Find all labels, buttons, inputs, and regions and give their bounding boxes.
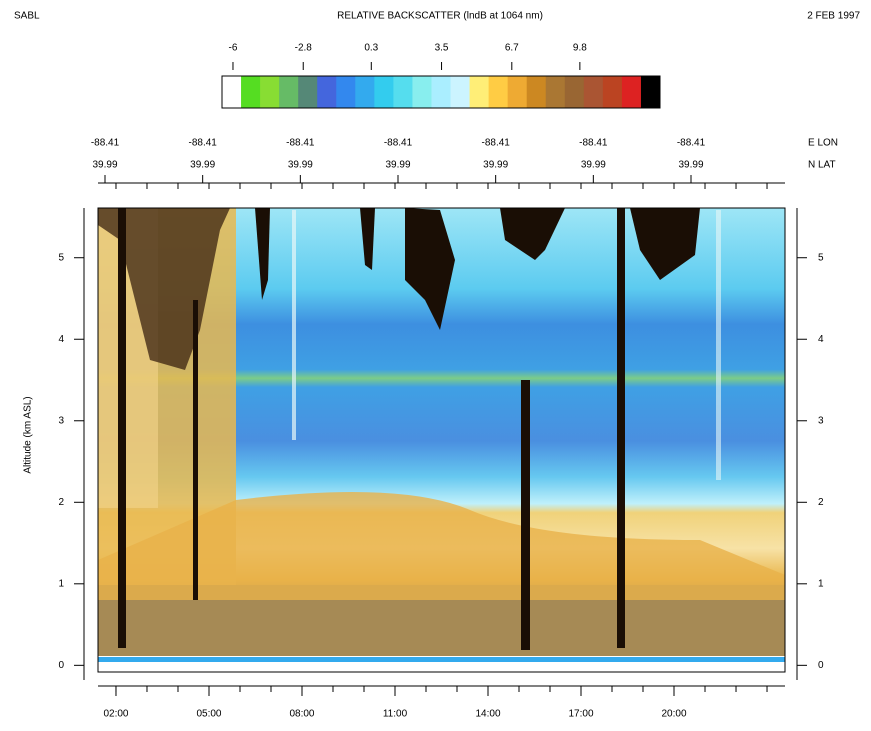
lat-label: 39.99 xyxy=(581,160,606,171)
colorbar-cell xyxy=(583,76,604,108)
lat-label: 39.99 xyxy=(92,160,117,171)
lon-label: -88.41 xyxy=(286,138,315,149)
colorbar-cell xyxy=(336,76,356,108)
x-tick-label: 14:00 xyxy=(475,709,500,720)
colorbar-cell xyxy=(450,76,471,108)
colorbar-cell xyxy=(412,76,432,108)
x-tick-label: 17:00 xyxy=(568,709,593,720)
colorbar-cell xyxy=(298,76,318,108)
y-tick-label: 5 xyxy=(58,252,64,263)
colorbar-cell xyxy=(241,76,261,108)
colorbar-cell xyxy=(621,76,642,108)
x-tick-label: 05:00 xyxy=(196,709,221,720)
colorbar-tick-label: 9.8 xyxy=(573,43,587,54)
chart-title: RELATIVE BACKSCATTER (lndB at 1064 nm) xyxy=(337,11,543,22)
colorbar-cell xyxy=(355,76,375,108)
colorbar-cell xyxy=(317,76,337,108)
y-tick-label-right: 5 xyxy=(818,252,824,263)
axes xyxy=(97,207,786,673)
lat-title: N LAT xyxy=(808,160,836,171)
y-tick-label-right: 4 xyxy=(818,334,824,345)
y-tick-label-right: 1 xyxy=(818,578,824,589)
colorbar-cell xyxy=(431,76,452,108)
y-tick-label-right: 2 xyxy=(818,497,824,508)
lon-label: -88.41 xyxy=(384,138,413,149)
y-tick-label: 0 xyxy=(58,660,64,671)
y-tick-label: 4 xyxy=(58,334,64,345)
colorbar-cell xyxy=(374,76,394,108)
lon-label: -88.41 xyxy=(481,138,510,149)
y-tick-label: 3 xyxy=(58,415,64,426)
y-tick-label-right: 3 xyxy=(818,415,824,426)
lon-label: -88.41 xyxy=(91,138,120,149)
lat-label: 39.99 xyxy=(385,160,410,171)
lon-label: -88.41 xyxy=(188,138,217,149)
colorbar-cell xyxy=(526,76,547,108)
x-tick-label: 11:00 xyxy=(383,709,408,720)
colorbar-cell xyxy=(488,76,509,108)
colorbar-tick-label: -2.8 xyxy=(295,43,313,54)
x-tick-label: 20:00 xyxy=(661,709,686,720)
colorbar-tick-label: 0.3 xyxy=(364,43,378,54)
colorbar-tick-label: -6 xyxy=(229,43,238,54)
colorbar-tick-label: 3.5 xyxy=(435,43,449,54)
lat-label: 39.99 xyxy=(288,160,313,171)
lon-label: -88.41 xyxy=(579,138,608,149)
y-tick-label: 1 xyxy=(58,578,64,589)
lat-label: 39.99 xyxy=(678,160,703,171)
colorbar-cell xyxy=(279,76,299,108)
backscatter-image xyxy=(98,208,785,662)
colorbar-frame xyxy=(221,75,661,109)
colorbar-cell xyxy=(545,76,566,108)
corner-right: 2 FEB 1997 xyxy=(807,11,860,22)
x-tick-label: 08:00 xyxy=(289,709,314,720)
lon-label: -88.41 xyxy=(677,138,706,149)
x-tick-label: 02:00 xyxy=(103,709,128,720)
colorbar-tick-label: 6.7 xyxy=(505,43,519,54)
lat-label: 39.99 xyxy=(483,160,508,171)
colorbar-cell xyxy=(564,76,585,108)
colorbar-cell xyxy=(507,76,528,108)
colorbar-cell xyxy=(469,76,490,108)
y-tick-label-right: 0 xyxy=(818,660,824,671)
y-axis-label: Altitude (km ASL) xyxy=(23,396,34,473)
lon-title: E LON xyxy=(808,138,838,149)
y-tick-label: 2 xyxy=(58,497,64,508)
colorbar-cell xyxy=(602,76,623,108)
colorbar-cell xyxy=(640,76,661,108)
colorbar-cell xyxy=(222,76,242,108)
colorbar-cell xyxy=(393,76,413,108)
corner-left: SABL xyxy=(14,11,40,22)
lat-label: 39.99 xyxy=(190,160,215,171)
colorbar-cell xyxy=(260,76,280,108)
